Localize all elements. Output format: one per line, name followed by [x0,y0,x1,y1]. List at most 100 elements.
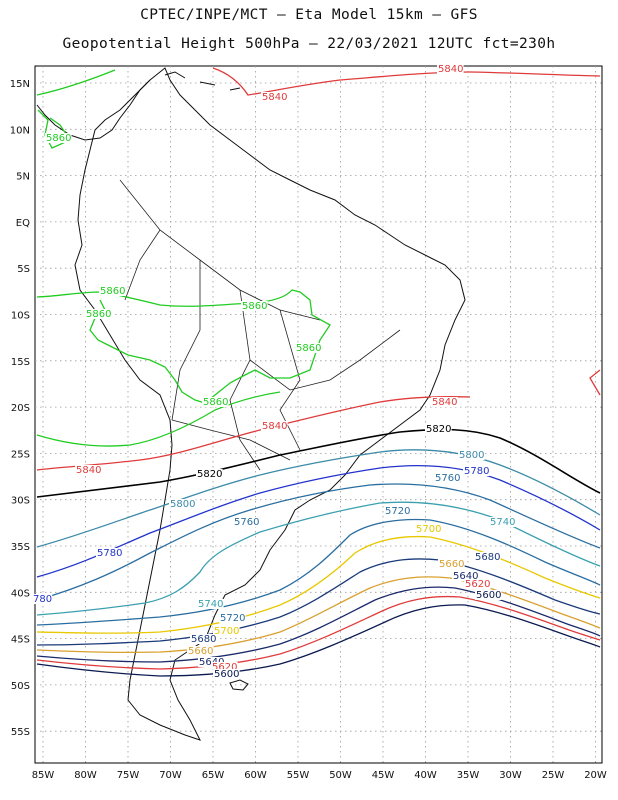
lat-tick-label: 35S [11,542,30,553]
label-5860-c: 5860 [242,301,267,312]
label-5660-a: 5660 [439,559,464,570]
lat-tick-label: 55S [11,727,30,738]
contour-label-bg [434,473,461,483]
label-5760-a: 5760 [435,473,460,484]
label-5860-e: 5860 [203,397,228,408]
label-5740-a: 5740 [490,517,515,528]
contour-5780 [36,464,601,578]
contour-5820 [36,428,601,498]
label-5840-c: 5840 [76,465,101,476]
lon-tick-label: 70W [159,770,182,781]
contour-5800 [36,449,601,548]
contour-label-bg [196,469,223,479]
label-5700-b: 5700 [214,626,239,637]
lon-tick-label: 25W [542,770,565,781]
contour-label-bg [463,466,490,476]
lon-tick-label: 45W [372,770,395,781]
lat-tick-label: 40S [11,588,30,599]
contour-5700 [36,535,601,634]
contour-5600 [36,604,601,677]
label-5600-a: 5600 [476,590,501,601]
label-5840-a: 5840 [432,397,457,408]
contour-lines [36,67,601,677]
lon-tick-label: 60W [244,770,267,781]
lon-tick-label: 30W [499,770,522,781]
contour-label-bg [85,309,112,319]
label-5780-c: 780 [33,594,52,605]
label-5600-b: 5600 [214,669,239,680]
contour-label-bg [261,421,288,431]
lat-tick-label: 15N [10,79,30,90]
lat-tick-label: 50S [11,681,30,692]
lon-tick-label: 65W [202,770,225,781]
caribbean-islands [164,71,241,91]
label-5680-a: 5680 [475,552,500,563]
contour-labels: 5840 5840 5860 5860 5860 5860 5860 5860 5840 5840… [32,64,516,680]
contour-label-bg [415,524,442,534]
label-5620-b: 5620 [212,662,237,673]
contour-label-bg [474,552,501,562]
contour-label-bg [45,133,72,143]
contour-5680 [36,558,601,646]
lat-tick-label: 45S [11,635,30,646]
label-5640-a: 5640 [453,571,478,582]
contour-label-bg [425,424,452,434]
contour-5860-caribbean [36,69,116,149]
contour-5660 [36,576,601,654]
contour-label-bg [187,646,214,656]
label-5840-b: 5840 [262,421,287,432]
label-5800-a: 5800 [459,450,484,461]
label-5780-b: 5780 [97,548,122,559]
contour-label-bg [75,465,102,475]
contour-5640 [36,586,601,663]
contour-label-bg [211,662,238,672]
label-5660-b: 5660 [188,646,213,657]
label-5860-d: 5860 [296,343,321,354]
contour-label-bg [458,450,485,460]
central-america-coast [36,79,151,141]
lon-tick-label: 50W [329,770,352,781]
lat-tick-label: 5S [17,264,30,275]
contour-label-bg [99,286,126,296]
contour-5620 [36,595,601,670]
label-5820-a: 5820 [426,424,451,435]
label-5860-caribbean: 5860 [46,133,71,144]
lat-tick-label: 15S [11,357,30,368]
map-title-line1: CPTEC/INPE/MCT – Eta Model 15km – GFS [140,7,478,23]
contour-5720 [36,518,601,626]
contour-5840-mid [36,369,601,471]
contour-label-bg [261,92,288,102]
gridlines [35,66,602,763]
label-5820-b: 5820 [197,469,222,480]
contour-label-bg [384,506,411,516]
contour-label-bg [295,343,322,353]
lat-tick-label: 10N [10,125,30,136]
contour-label-bg [241,301,268,311]
label-5720-b: 5720 [220,613,245,624]
contour-label-bg [197,599,224,609]
lon-tick-label: 80W [74,770,97,781]
falkland-islands [229,679,249,691]
label-5840-north: 5840 [438,64,463,75]
lat-tick-label: 5N [16,172,30,183]
lon-tick-label: 75W [117,770,140,781]
contour-label-bg [190,634,217,644]
lat-tick-label: 30S [11,496,30,507]
contour-label-bg [431,397,458,407]
map-title-line2: Geopotential Height 500hPa – 22/03/2021 … [62,36,556,52]
contour-label-bg [213,669,240,679]
latitude-tick-labels: 15N 10N 5N EQ 5S 10S 15S 20S 25S 30S 35S 40S 45S 50S 5… [10,79,30,738]
contour-label-bg [202,397,229,407]
label-5700-a: 5700 [416,524,441,535]
contour-label-bg [489,517,516,527]
label-5620-a: 5620 [465,579,490,590]
contour-label-bg [464,579,491,589]
contour-5760 [36,483,601,601]
contour-label-bg [452,571,479,581]
lon-tick-label: 85W [32,770,55,781]
lat-tick-label: EQ [16,218,30,229]
lat-tick-label: 25S [11,449,30,460]
label-5840-north-b: 5840 [262,92,287,103]
map-frame [34,65,603,764]
